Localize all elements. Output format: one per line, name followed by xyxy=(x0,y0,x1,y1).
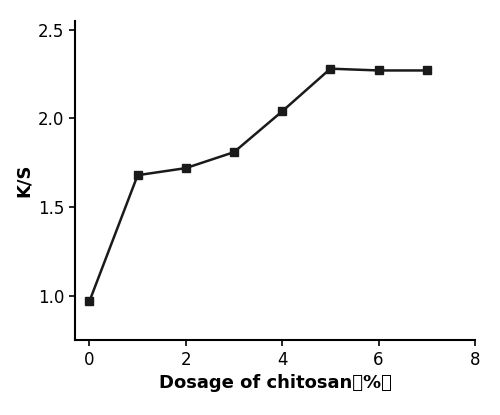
X-axis label: Dosage of chitosan（%）: Dosage of chitosan（%） xyxy=(158,374,392,392)
Y-axis label: K/S: K/S xyxy=(14,164,32,197)
